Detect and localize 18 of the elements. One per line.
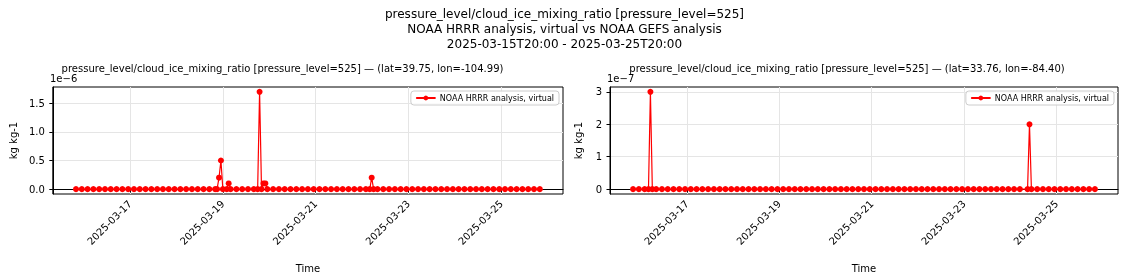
y-tick-label: 1.0 <box>28 126 45 138</box>
legend-label: NOAA HRRR analysis, virtual <box>439 93 554 103</box>
y-tick-label: 3 <box>595 86 602 98</box>
legend-label: NOAA HRRR analysis, virtual <box>994 93 1109 103</box>
x-axis-title: Time <box>850 262 877 274</box>
chart-subtitle: pressure_level/cloud_ice_mixing_ratio [pressure_level=525] — (lat=39.75, lon=-104.99) <box>61 62 504 75</box>
y-tick-label: 1 <box>595 151 602 163</box>
y-tick-label: 0 <box>595 183 602 195</box>
y-tick-label: 0.5 <box>28 155 45 167</box>
y-axis-title: kg kg-1 <box>572 121 584 160</box>
chart-title: pressure_level/cloud_ice_mixing_ratio [pressure_level=525] — (lat=33.76, lon=-84.40) <box>629 62 1065 75</box>
text: 1e−7 <box>607 72 635 84</box>
chart-title: pressure_level/cloud_ice_mixing_ratio [pressure_level=525] NOAA HRRR analysis, virtual vs NOAA GEFS analysis 2025-03-15T20:00 - 2025-03-25T20:00 <box>383 7 746 52</box>
y-tick-label: 0.0 <box>28 183 45 195</box>
x-axis-title: Time <box>294 262 321 274</box>
y-tick-label: 2 <box>595 118 602 130</box>
y-axis-title: kg kg-1 <box>7 121 19 160</box>
y-tick-label: 1.5 <box>28 97 45 109</box>
